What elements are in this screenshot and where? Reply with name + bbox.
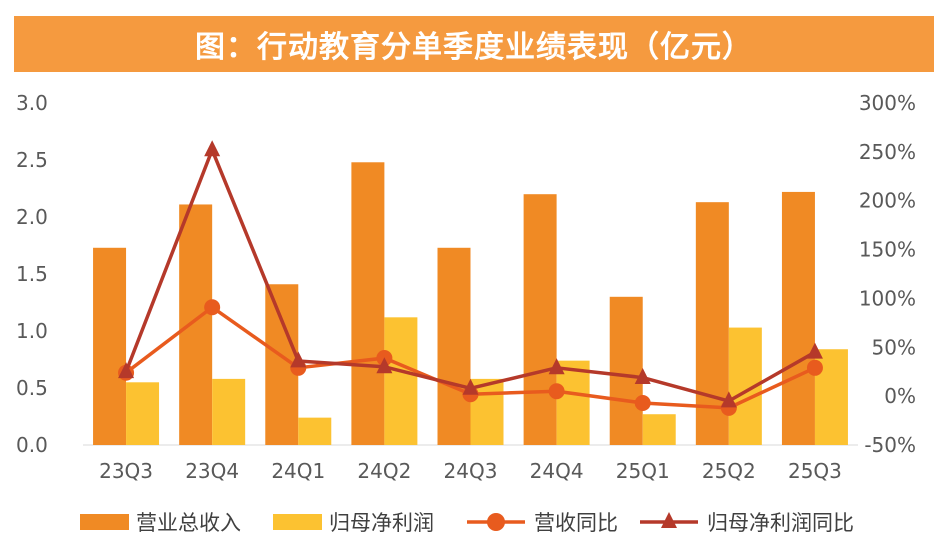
x-tick-label: 23Q4 — [185, 459, 239, 483]
point-revenue-yoy — [204, 299, 221, 316]
legend-swatch-bar — [273, 514, 322, 530]
y-tick-label: 1.0 — [16, 319, 48, 343]
bar-revenue — [781, 191, 815, 445]
bar-revenue — [437, 247, 471, 445]
legend-label: 营业总收入 — [136, 511, 241, 535]
point-profit-yoy — [806, 342, 823, 359]
bar-net-profit — [384, 317, 418, 445]
point-profit-yoy — [376, 357, 393, 374]
point-profit-yoy — [720, 391, 737, 408]
bar-net-profit — [556, 360, 590, 445]
point-revenue-yoy — [634, 394, 651, 411]
legend-label: 营收同比 — [534, 511, 618, 535]
x-tick-label: 24Q1 — [271, 459, 325, 483]
y-tick-label: 0.5 — [16, 376, 48, 400]
point-revenue-yoy — [806, 359, 823, 376]
bar-revenue — [93, 247, 127, 445]
chart-title: 图：行动教育分单季度业绩表现（亿元） — [195, 30, 753, 65]
x-tick-label: 25Q2 — [702, 459, 756, 483]
bar-net-profit — [126, 382, 160, 445]
point-profit-yoy — [290, 351, 307, 368]
x-tick-label: 23Q3 — [99, 459, 153, 483]
y-tick-label: 2.0 — [16, 205, 48, 229]
y-tick-label: 3.0 — [16, 91, 48, 115]
bar-net-profit — [212, 378, 246, 445]
bar-revenue — [523, 194, 557, 445]
point-profit-yoy — [462, 378, 479, 395]
y2-tick-label: 200% — [859, 189, 916, 213]
point-profit-yoy — [118, 362, 135, 379]
point-profit-yoy — [634, 367, 651, 384]
x-tick-label: 24Q4 — [530, 459, 584, 483]
legend-swatch-bar — [80, 514, 129, 530]
bar-revenue — [179, 204, 213, 445]
legend-marker-circle — [487, 513, 505, 531]
y2-tick-label: 150% — [859, 238, 916, 262]
bar-net-profit — [642, 414, 676, 445]
legend-label: 归母净利润 — [329, 511, 434, 535]
legend-marker-triangle — [661, 512, 677, 528]
y2-tick-label: 300% — [859, 91, 916, 115]
y2-tick-label: 100% — [859, 286, 916, 310]
bar-net-profit — [298, 417, 332, 445]
y2-tick-label: 50% — [872, 335, 916, 359]
point-profit-yoy — [204, 140, 221, 157]
x-tick-label: 24Q3 — [444, 459, 498, 483]
title-bar: 图：行动教育分单季度业绩表现（亿元） — [14, 16, 934, 72]
y-tick-label: 0.0 — [16, 433, 48, 457]
y-tick-label: 2.5 — [16, 148, 48, 172]
y2-tick-label: -50% — [864, 433, 916, 457]
x-tick-label: 25Q3 — [788, 459, 842, 483]
legend-label: 归母净利润同比 — [707, 511, 854, 535]
x-tick-label: 25Q1 — [616, 459, 670, 483]
y-tick-label: 1.5 — [16, 262, 48, 286]
y2-tick-label: 250% — [859, 140, 916, 164]
point-revenue-yoy — [548, 383, 565, 400]
y2-tick-label: 0% — [884, 384, 916, 408]
x-tick-label: 24Q2 — [357, 459, 411, 483]
bar-revenue — [351, 162, 385, 445]
bar-revenue — [609, 296, 643, 445]
point-profit-yoy — [548, 358, 565, 375]
